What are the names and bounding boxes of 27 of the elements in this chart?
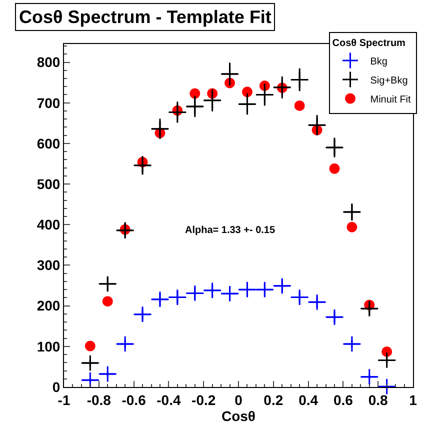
x-tick-label: 0.8	[368, 392, 388, 408]
x-tick-label: -0.4	[156, 392, 181, 408]
legend-label: Sig+Bkg	[370, 75, 408, 86]
x-tick-label: 1	[409, 392, 418, 408]
x-tick-label: 0	[234, 392, 243, 408]
x-tick-label: -1	[58, 392, 70, 408]
x-tick-label: 0.2	[264, 392, 284, 408]
y-tick-label: 600	[36, 135, 60, 152]
chart-title: Cosθ Spectrum - Template Fit	[19, 7, 272, 27]
legend-label: Bkg	[370, 56, 388, 68]
x-tick-label: 0.6	[333, 392, 354, 408]
y-tick-label: 800	[36, 54, 60, 70]
y-tick-label: 100	[36, 338, 60, 354]
y-tick-label: 0	[52, 378, 60, 395]
y-tick-label: 500	[36, 176, 60, 192]
x-tick-label: -0.8	[86, 392, 112, 408]
x-axis-title: Cosθ	[221, 408, 256, 424]
x-tick-label: -0.6	[122, 392, 146, 408]
x-tick-label: 0.4	[298, 392, 318, 408]
y-tick-label: 300	[36, 257, 60, 274]
y-tick-label: 200	[36, 298, 60, 314]
legend-title: Cosθ Spectrum	[332, 38, 406, 49]
y-tick-label: 400	[36, 216, 60, 233]
x-tick-label: -0.2	[192, 392, 216, 408]
annotation: Alpha= 1.33 +- 0.15	[185, 225, 276, 236]
y-tick-label: 700	[36, 94, 60, 111]
legend-label: Minuit Fit	[370, 94, 412, 106]
